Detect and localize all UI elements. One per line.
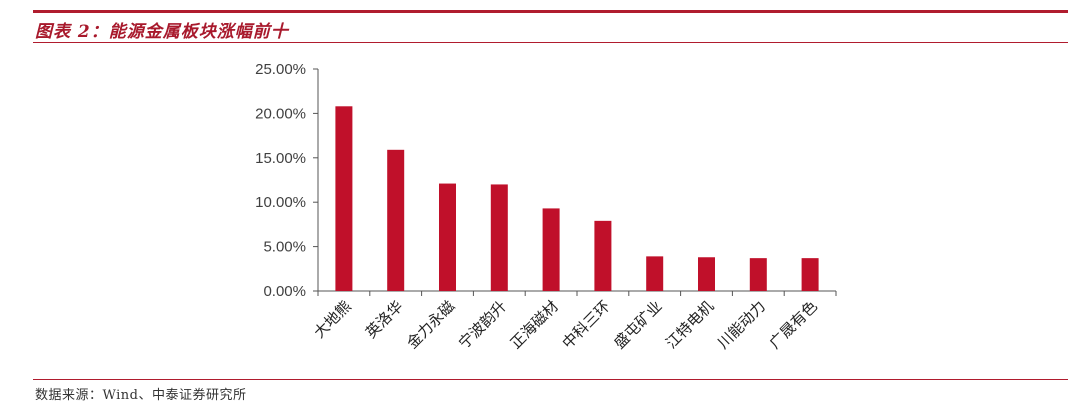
- y-tick-label: 0.00%: [263, 283, 306, 300]
- footer-divider: [33, 379, 1068, 380]
- category-label: 盛屯矿业: [610, 297, 665, 352]
- category-label: 正海磁材: [507, 297, 562, 352]
- bar: [439, 183, 456, 291]
- y-tick-label: 20.00%: [255, 105, 306, 122]
- category-label: 大地熊: [310, 297, 355, 342]
- bar: [749, 258, 767, 291]
- category-label: 江特电机: [662, 297, 717, 352]
- y-tick-label: 10.00%: [255, 194, 306, 211]
- category-label: 广晟有色: [766, 297, 821, 352]
- bar: [542, 208, 560, 291]
- category-label: 川能动力: [714, 297, 769, 352]
- category-label: 宁波韵升: [455, 297, 510, 352]
- figure-title: 图表 2：能源金属板块涨幅前十: [35, 22, 289, 42]
- source-note: 数据来源：Wind、中泰证券研究所: [35, 388, 247, 403]
- bar: [387, 149, 405, 291]
- category-label: 中科三环: [559, 297, 614, 352]
- bar: [594, 220, 612, 291]
- category-label: 金力永磁: [403, 297, 458, 352]
- bar: [698, 257, 715, 291]
- bar: [490, 184, 508, 291]
- top-rule: [33, 10, 1068, 13]
- category-label: 英洛华: [362, 297, 407, 342]
- bar: [646, 256, 664, 291]
- y-tick-label: 15.00%: [255, 150, 306, 167]
- bar: [335, 106, 353, 292]
- bar: [801, 258, 819, 291]
- header-divider: [33, 42, 1068, 43]
- y-tick-label: 25.00%: [255, 61, 306, 78]
- y-tick-label: 5.00%: [263, 239, 306, 256]
